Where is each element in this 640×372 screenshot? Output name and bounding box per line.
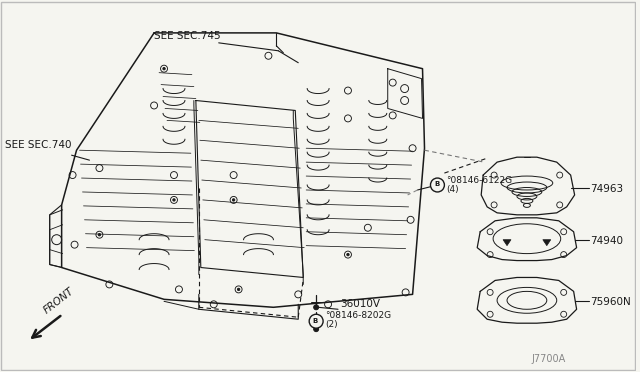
Text: SEE SEC.740: SEE SEC.740: [5, 140, 72, 150]
Circle shape: [431, 178, 444, 192]
Text: °08146-6122G: °08146-6122G: [446, 176, 513, 185]
Text: FRONT: FRONT: [42, 286, 76, 315]
Circle shape: [347, 253, 349, 256]
Polygon shape: [503, 240, 511, 246]
Text: (2): (2): [325, 320, 338, 329]
Circle shape: [98, 234, 100, 236]
Text: SEE SEC.745: SEE SEC.745: [154, 31, 221, 41]
Text: B: B: [434, 182, 439, 187]
Text: 36010V: 36010V: [340, 299, 380, 309]
Circle shape: [314, 327, 319, 332]
Circle shape: [232, 199, 235, 201]
Polygon shape: [543, 240, 551, 246]
Circle shape: [314, 305, 319, 310]
Text: °08146-8202G: °08146-8202G: [325, 311, 391, 320]
Text: 74940: 74940: [591, 235, 623, 246]
Text: 74963: 74963: [591, 184, 623, 194]
Circle shape: [173, 199, 175, 201]
Text: B: B: [313, 318, 318, 324]
Text: J7700A: J7700A: [532, 354, 566, 364]
Circle shape: [163, 67, 165, 70]
Circle shape: [309, 314, 323, 328]
Circle shape: [237, 288, 240, 291]
Text: (4): (4): [446, 185, 459, 194]
Text: 75960N: 75960N: [591, 297, 631, 307]
